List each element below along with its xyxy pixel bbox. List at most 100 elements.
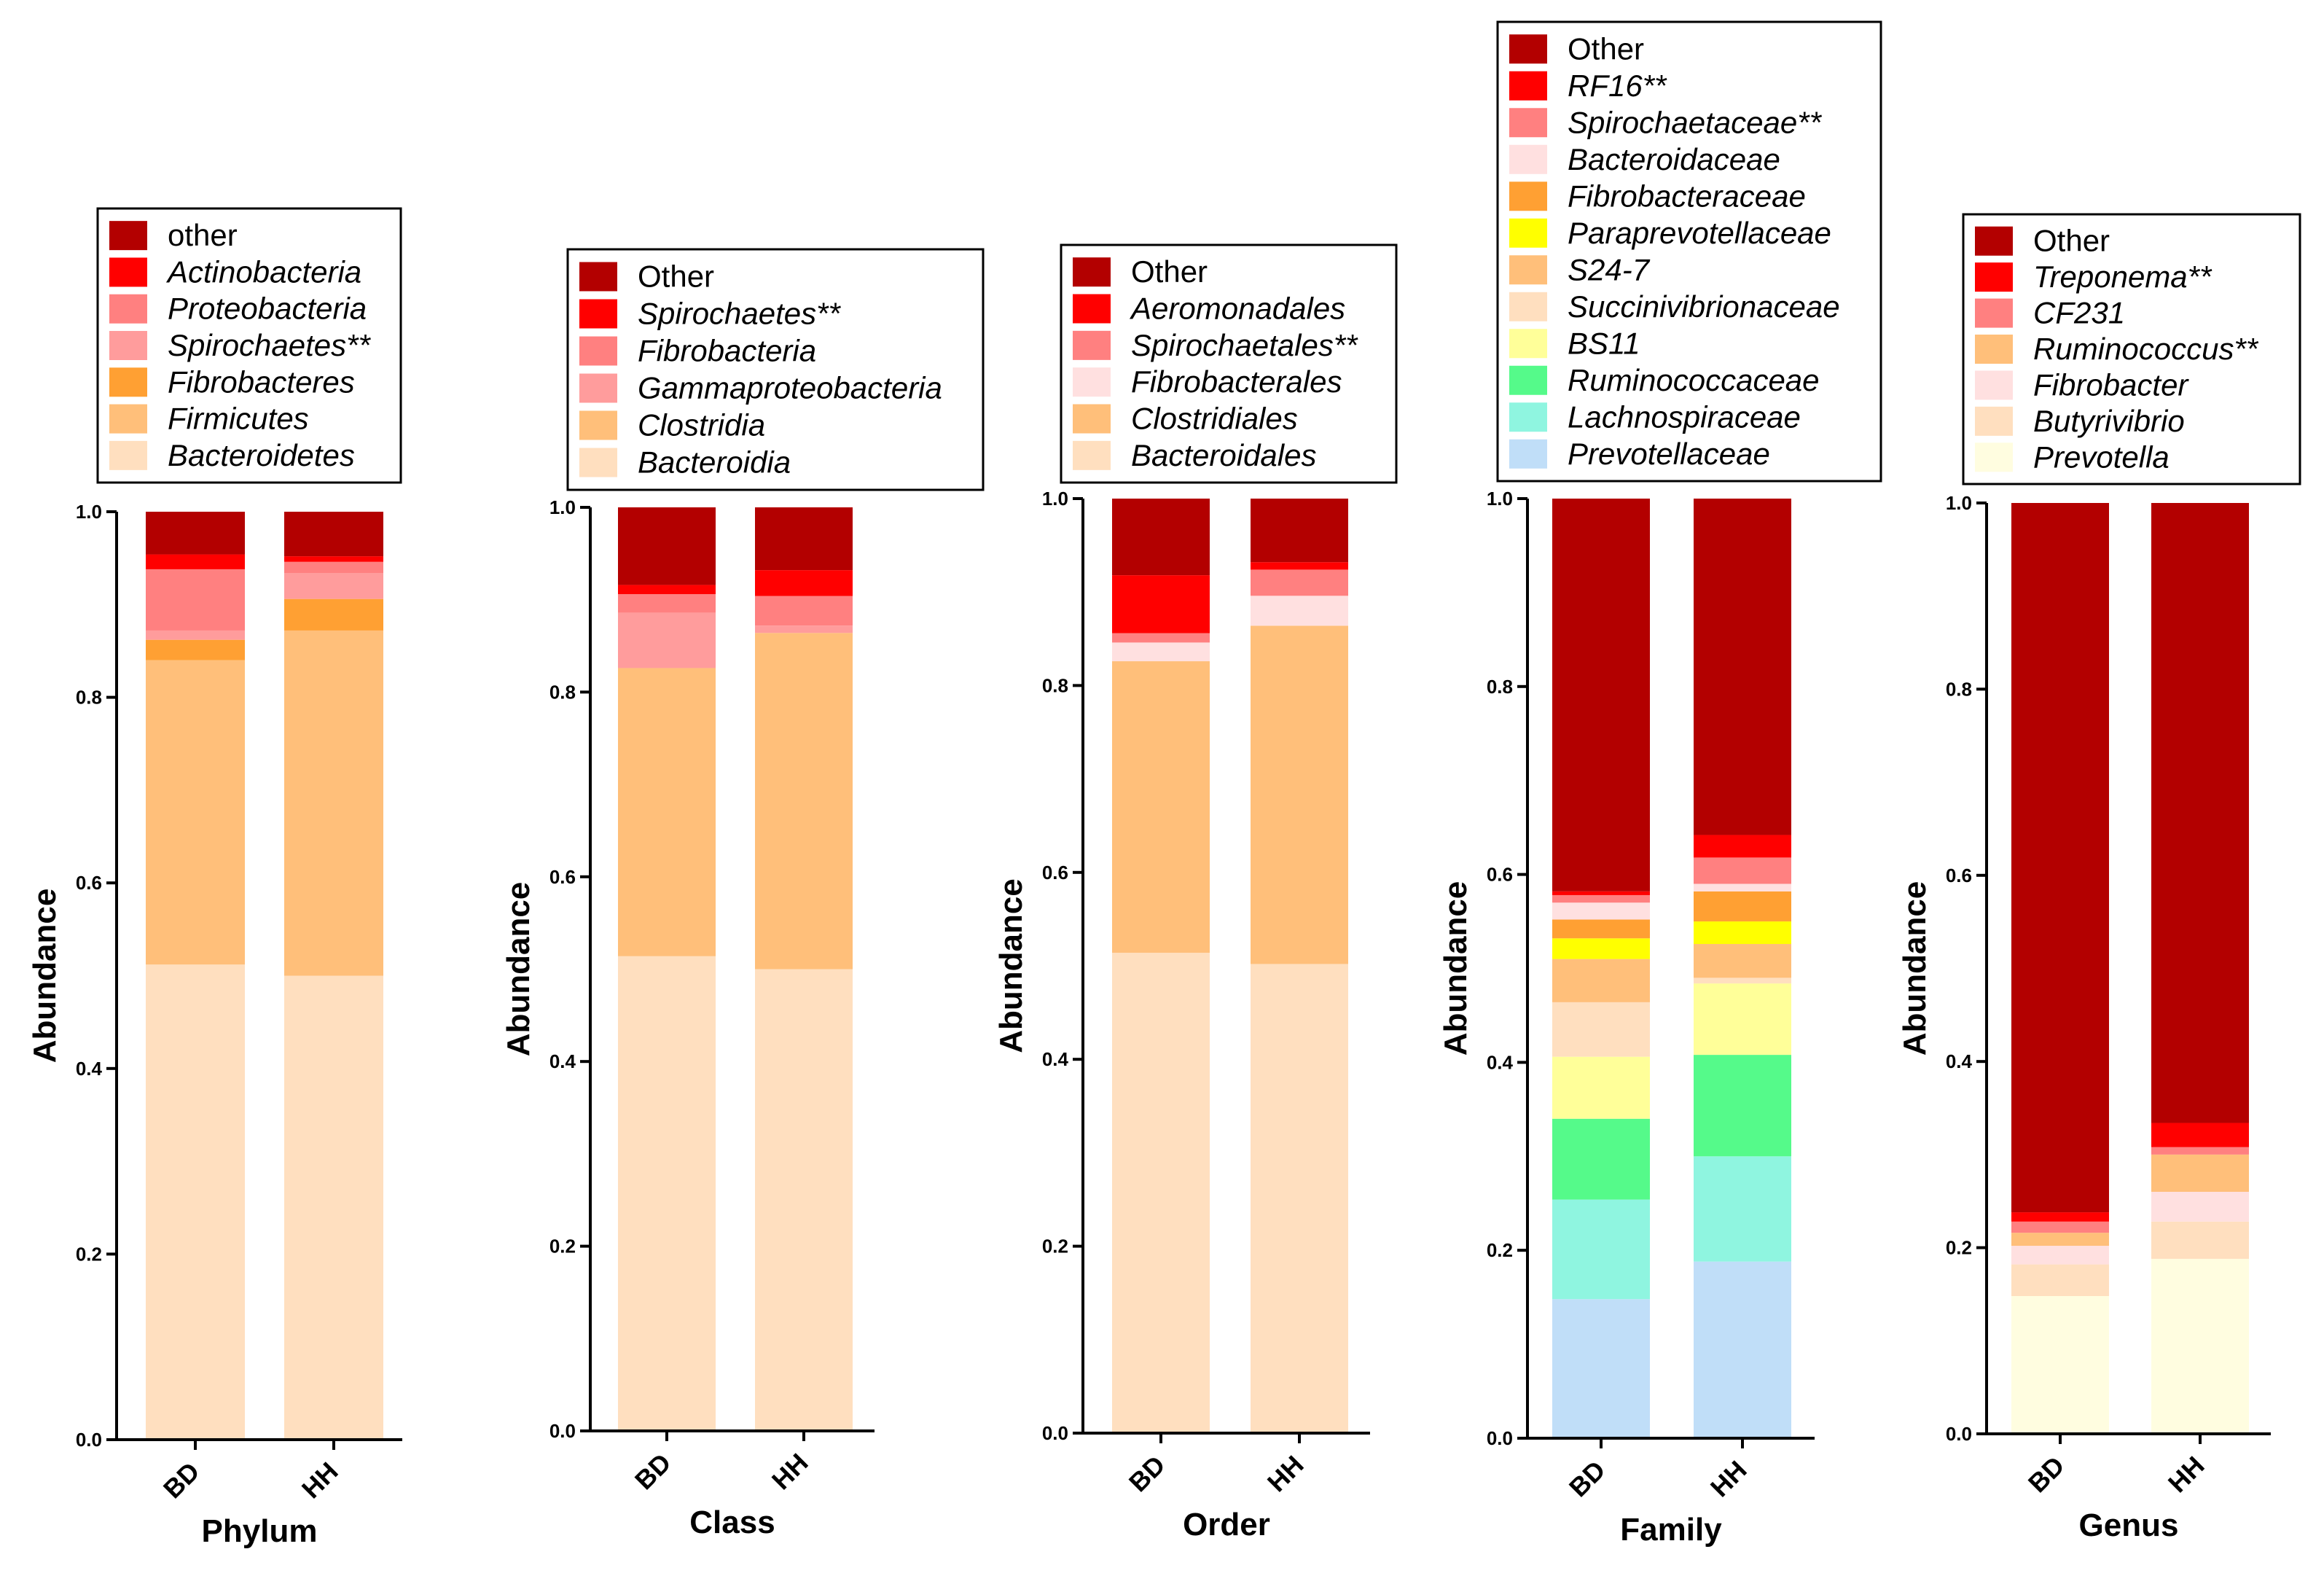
bar-segment-bd-2	[618, 612, 716, 668]
legend-swatch	[109, 221, 147, 251]
y-tick-label: 1.0	[1487, 488, 1513, 510]
bar-segment-bd-8	[1552, 902, 1650, 920]
y-axis-title: Abundance	[1438, 881, 1474, 1056]
legend-label: RF16**	[1568, 69, 1667, 103]
y-axis-title: Abundance	[993, 878, 1029, 1053]
bar-segment-bd-5	[2011, 1212, 2109, 1222]
bar-segment-bd-4	[2011, 1221, 2109, 1233]
bar-segment-bd-0	[2011, 1296, 2109, 1434]
legend-swatch	[1975, 442, 2013, 472]
legend-label: Prevotella	[2033, 440, 2170, 474]
legend-label: Bacteroidia	[638, 445, 791, 480]
bar-segment-hh-3	[1251, 569, 1348, 596]
legend-swatch	[579, 299, 617, 329]
x-axis-title: Phylum	[202, 1513, 318, 1549]
x-axis-title: Genus	[2079, 1507, 2179, 1543]
bar-segment-bd-3	[1112, 633, 1210, 643]
legend-swatch	[109, 404, 147, 434]
y-axis-title: Abundance	[501, 882, 536, 1057]
bar-segment-hh-3	[2151, 1154, 2249, 1192]
legend-frame	[96, 207, 402, 484]
legend-swatch	[579, 262, 617, 292]
bar-segment-bd-3	[618, 594, 716, 613]
bar-segment-hh-10	[1694, 835, 1791, 858]
legend-label: other	[168, 218, 238, 252]
x-tick-label-hh: HH	[1705, 1455, 1753, 1503]
bar-segment-bd-6	[146, 512, 245, 555]
y-tick-label: 0.2	[76, 1243, 102, 1265]
legend-swatch	[1975, 226, 2013, 256]
bar-segment-bd-0	[1112, 953, 1210, 1433]
legend-swatch	[1509, 329, 1547, 359]
y-tick-label: 0.2	[549, 1236, 576, 1257]
legend: OtherAeromonadalesSpirochaetales**Fibrob…	[1060, 243, 1398, 484]
y-tick-label: 0.2	[1487, 1239, 1513, 1261]
bar-segment-hh-1	[755, 633, 853, 969]
bar-segment-bd-1	[2011, 1264, 2109, 1297]
y-tick-label: 0.6	[1946, 865, 1972, 886]
x-tick-label-bd: BD	[1123, 1450, 1171, 1498]
legend-frame	[566, 248, 985, 491]
bar-segment-bd-4	[1552, 1002, 1650, 1057]
bar-segment-hh-5	[1694, 943, 1791, 978]
chart-panel-family: 0.0 0.2 0.4 0.6 0.8 1.0 BD HH Family Abundance Oth…	[1438, 20, 1882, 1548]
y-tick-label: 0.0	[1042, 1422, 1068, 1444]
bar-segment-bd-5	[1552, 959, 1650, 1002]
x-tick-label-hh: HH	[766, 1448, 814, 1496]
bar-segment-bd-5	[1112, 499, 1210, 576]
legend-label: Fibrobacteria	[638, 334, 816, 368]
bar-segment-hh-1	[1694, 1156, 1791, 1262]
bar-segment-bd-6	[2011, 503, 2109, 1213]
chart-panel-order: 0.0 0.2 0.4 0.6 0.8 1.0 BD HH Order Abundance Othe…	[993, 243, 1398, 1542]
bar-segment-hh-0	[1251, 964, 1348, 1433]
y-tick-label: 0.6	[76, 872, 102, 894]
bar-segment-hh-6	[284, 512, 383, 557]
y-tick-label: 1.0	[549, 496, 576, 518]
legend-swatch	[579, 373, 617, 403]
legend-label: Spirochaetaceae**	[1568, 105, 1823, 139]
bar-segment-hh-8	[1694, 883, 1791, 892]
legend-label: Proteobacteria	[168, 292, 367, 326]
legend-label: Lachnospiraceae	[1568, 399, 1801, 434]
legend-swatch	[1073, 330, 1111, 360]
bar-segment-bd-1	[1112, 661, 1210, 953]
bar-segment-bd-4	[618, 585, 716, 595]
legend: OtherSpirochaetes**FibrobacteriaGammapro…	[566, 248, 985, 491]
chart-panel-phylum: 0.0 0.2 0.4 0.6 0.8 1.0 BD HH Phylum Abundance oth…	[27, 207, 402, 1549]
bar-segment-bd-0	[1552, 1299, 1650, 1438]
legend-label: Gammaproteobacteria	[638, 371, 942, 405]
bar-segment-hh-5	[2151, 1123, 2249, 1147]
bar-segment-hh-7	[1694, 891, 1791, 922]
legend-swatch	[1509, 365, 1547, 395]
legend-label: BS11	[1568, 326, 1640, 360]
x-axis-title: Class	[689, 1505, 775, 1540]
legend-label: Fibrobacteraceae	[1568, 179, 1806, 213]
y-tick-label: 0.6	[1487, 864, 1513, 886]
legend-label: Treponema**	[2033, 260, 2213, 294]
bar-segment-bd-11	[1552, 499, 1650, 892]
x-axis-title: Order	[1183, 1507, 1270, 1542]
chart-panel-genus: 0.0 0.2 0.4 0.6 0.8 1.0 BD HH Genus Abundance Othe…	[1897, 213, 2301, 1543]
legend-label: Aeromonadales	[1129, 292, 1345, 326]
y-tick-label: 1.0	[1042, 488, 1068, 510]
y-tick-label: 0.6	[1042, 862, 1068, 883]
y-axis-title: Abundance	[1897, 881, 1933, 1056]
y-tick-label: 0.8	[549, 681, 576, 703]
legend-swatch	[1509, 34, 1547, 64]
bar-segment-bd-3	[146, 630, 245, 640]
y-tick-label: 0.8	[1487, 676, 1513, 698]
legend-frame	[1962, 213, 2301, 485]
y-tick-label: 0.4	[1042, 1048, 1069, 1070]
y-tick-label: 0.2	[1946, 1237, 1972, 1259]
bar-segment-hh-2	[284, 598, 383, 631]
legend-swatch	[1509, 108, 1547, 138]
x-tick-label-bd: BD	[1563, 1455, 1611, 1503]
x-tick-label-hh: HH	[296, 1456, 344, 1505]
legend-swatch	[1975, 262, 2013, 292]
legend-swatch	[109, 440, 147, 470]
bar-segment-bd-5	[618, 507, 716, 585]
bar-segment-bd-2	[1552, 1118, 1650, 1200]
bar-segment-hh-5	[284, 556, 383, 562]
legend-label: Other	[2033, 224, 2110, 258]
